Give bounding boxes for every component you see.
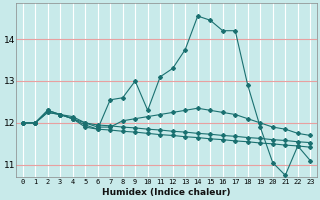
X-axis label: Humidex (Indice chaleur): Humidex (Indice chaleur) — [102, 188, 231, 197]
